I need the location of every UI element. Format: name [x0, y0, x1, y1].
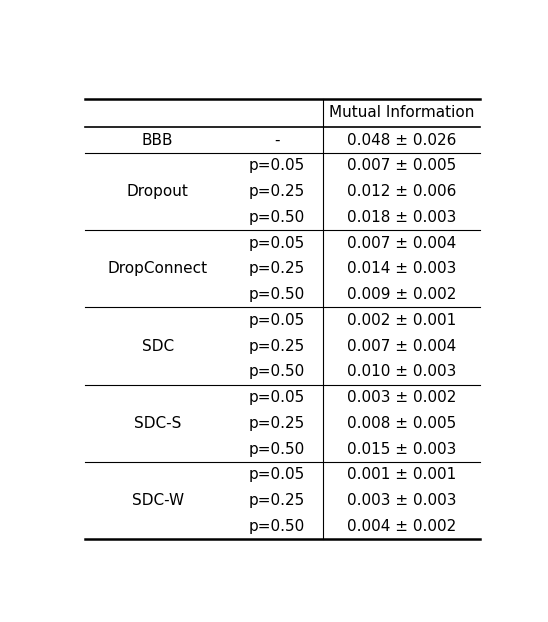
Text: p=0.05: p=0.05: [248, 467, 305, 482]
Text: 0.001 ± 0.001: 0.001 ± 0.001: [347, 467, 456, 482]
Text: 0.048 ± 0.026: 0.048 ± 0.026: [347, 132, 456, 147]
Text: p=0.50: p=0.50: [248, 442, 305, 457]
Text: 0.007 ± 0.005: 0.007 ± 0.005: [347, 158, 456, 174]
Text: p=0.50: p=0.50: [248, 210, 305, 225]
Text: 0.014 ± 0.003: 0.014 ± 0.003: [347, 261, 456, 276]
Text: Mutual Information: Mutual Information: [329, 105, 475, 121]
Text: 0.003 ± 0.002: 0.003 ± 0.002: [347, 390, 456, 405]
Text: 0.018 ± 0.003: 0.018 ± 0.003: [347, 210, 456, 225]
Text: Dropout: Dropout: [127, 184, 189, 199]
Text: p=0.50: p=0.50: [248, 287, 305, 302]
Text: SDC-W: SDC-W: [132, 493, 184, 508]
Text: -: -: [274, 132, 279, 147]
Text: 0.012 ± 0.006: 0.012 ± 0.006: [347, 184, 456, 199]
Text: p=0.25: p=0.25: [248, 338, 305, 353]
Text: p=0.50: p=0.50: [248, 519, 305, 534]
Text: p=0.25: p=0.25: [248, 184, 305, 199]
Text: 0.009 ± 0.002: 0.009 ± 0.002: [347, 287, 456, 302]
Text: p=0.05: p=0.05: [248, 390, 305, 405]
Text: BBB: BBB: [142, 132, 173, 147]
Text: 0.010 ± 0.003: 0.010 ± 0.003: [347, 364, 456, 379]
Text: p=0.25: p=0.25: [248, 416, 305, 431]
Text: 0.015 ± 0.003: 0.015 ± 0.003: [347, 442, 456, 457]
Text: p=0.25: p=0.25: [248, 261, 305, 276]
Text: 0.007 ± 0.004: 0.007 ± 0.004: [347, 338, 456, 353]
Text: SDC: SDC: [141, 338, 174, 353]
Text: p=0.50: p=0.50: [248, 364, 305, 379]
Text: p=0.25: p=0.25: [248, 493, 305, 508]
Text: 0.003 ± 0.003: 0.003 ± 0.003: [347, 493, 456, 508]
Text: SDC-S: SDC-S: [134, 416, 181, 431]
Text: 0.007 ± 0.004: 0.007 ± 0.004: [347, 236, 456, 251]
Text: DropConnect: DropConnect: [107, 261, 208, 276]
Text: p=0.05: p=0.05: [248, 313, 305, 328]
Text: 0.004 ± 0.002: 0.004 ± 0.002: [347, 519, 456, 534]
Text: p=0.05: p=0.05: [248, 236, 305, 251]
Text: 0.008 ± 0.005: 0.008 ± 0.005: [347, 416, 456, 431]
Text: p=0.05: p=0.05: [248, 158, 305, 174]
Text: 0.002 ± 0.001: 0.002 ± 0.001: [347, 313, 456, 328]
